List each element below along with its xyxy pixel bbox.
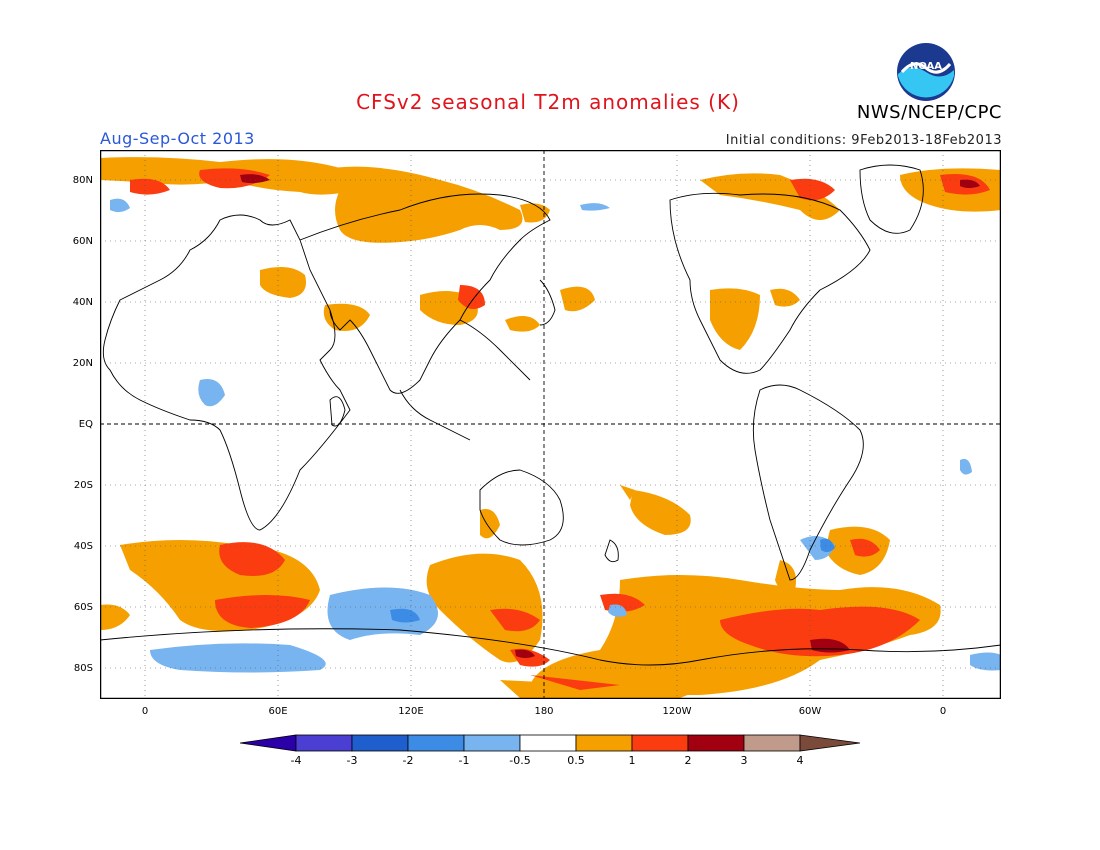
lon-label-180: 180 — [534, 706, 554, 717]
colorbar-label: -2 — [402, 754, 414, 767]
lat-label-60n: 60N — [72, 236, 93, 247]
colorbar-label: -4 — [290, 754, 302, 767]
lat-label-eq: EQ — [78, 419, 93, 430]
lat-label-60s: 60S — [73, 602, 93, 613]
colorbar-label: 0.5 — [567, 754, 585, 767]
agency-label: NWS/NCEP/CPC — [856, 102, 1002, 123]
lat-label-40n: 40N — [72, 297, 93, 308]
map-frame — [100, 150, 1001, 699]
lon-label-120w: 120W — [662, 706, 692, 717]
lon-label-120e: 120E — [398, 706, 424, 717]
noaa-logo: NOAA — [897, 43, 955, 101]
warm-anomaly-level-2 — [130, 168, 990, 690]
lat-label-40s: 40S — [73, 541, 93, 552]
map-title: CFSv2 seasonal T2m anomalies (K) — [356, 90, 740, 114]
colorbar-low-arrow — [240, 734, 297, 752]
colorbar-high-arrow — [799, 734, 860, 752]
initial-conditions-label: Initial conditions: 9Feb2013-18Feb2013 — [725, 133, 1002, 148]
colorbar-label: -1 — [458, 754, 470, 767]
equator-dateline — [100, 150, 1001, 699]
lon-label-0: 0 — [141, 706, 149, 717]
lon-label-60e: 60E — [268, 706, 288, 717]
coastlines — [100, 164, 1001, 666]
lat-label-20n: 20N — [72, 358, 93, 369]
colorbar-label: 4 — [796, 754, 804, 767]
lat-label-20s: 20S — [73, 480, 93, 491]
colorbar-label: 2 — [684, 754, 692, 767]
cold-anomaly-level-2 — [390, 538, 835, 623]
graticule — [100, 150, 1001, 699]
colorbar-label: -0.5 — [509, 754, 531, 767]
colorbar — [240, 734, 860, 752]
season-label: Aug-Sep-Oct 2013 — [100, 129, 255, 148]
lon-label-0-east: 0 — [939, 706, 947, 717]
colorbar-label: -3 — [346, 754, 358, 767]
anomaly-map — [100, 150, 1001, 699]
lon-label-60w: 60W — [798, 706, 822, 717]
svg-text:NOAA: NOAA — [910, 61, 942, 72]
colorbar-label: 3 — [740, 754, 748, 767]
cold-anomaly-level-1 — [110, 198, 1001, 673]
colorbar-label: 1 — [628, 754, 636, 767]
lat-label-80n: 80N — [72, 175, 93, 186]
lat-label-80s: 80S — [73, 663, 93, 674]
